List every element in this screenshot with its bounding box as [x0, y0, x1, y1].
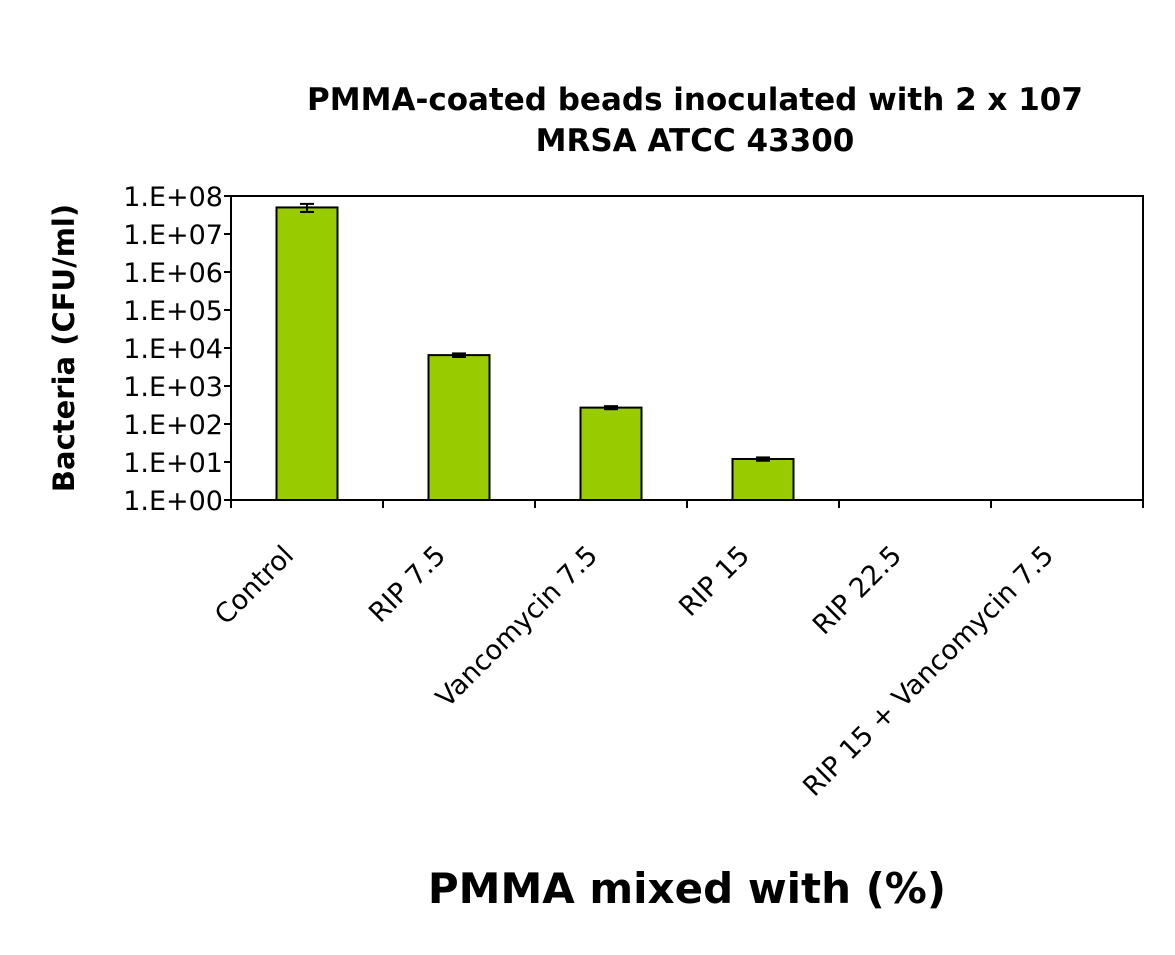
y-tick-label: 1.E+03 — [123, 372, 223, 403]
y-tick-label: 1.E+07 — [123, 220, 223, 251]
error-bars — [300, 202, 770, 462]
chart-title-line-2: MRSA ATCC 43300 — [536, 123, 855, 159]
bar — [731, 457, 795, 502]
category-label: RIP 7.5 — [363, 540, 452, 629]
category-label: Control — [209, 540, 300, 631]
x-axis — [230, 500, 1144, 508]
y-tick-label: 1.E+06 — [123, 258, 223, 289]
y-tick-label: 1.E+05 — [123, 296, 223, 327]
category-label: RIP 15 + Vancomycin 7.5 — [797, 540, 1060, 803]
y-axis: 1.E+00 1.E+01 1.E+02 1.E+03 1.E+04 1.E+05 1.E+… — [123, 182, 231, 517]
plot-area — [230, 195, 1144, 501]
category-label: Vancomycin 7.5 — [430, 540, 604, 714]
y-tick-label: 1.E+02 — [123, 410, 223, 441]
y-tick-label: 1.E+00 — [123, 486, 223, 517]
category-label: RIP 15 — [673, 540, 756, 623]
y-tick-label: 1.E+08 — [123, 182, 223, 213]
bars — [275, 206, 795, 502]
bar — [579, 406, 643, 502]
chart-title-line-1: PMMA-coated beads inoculated with 2 x 10… — [307, 82, 1083, 118]
bar — [427, 354, 491, 501]
y-tick-label: 1.E+04 — [123, 334, 223, 365]
y-axis-label: Bacteria (CFU/ml) — [47, 204, 81, 492]
y-tick-label: 1.E+01 — [123, 448, 223, 479]
x-axis-label: PMMA mixed with (%) — [428, 864, 946, 913]
bar — [275, 206, 339, 501]
category-label: RIP 22.5 — [807, 540, 908, 641]
